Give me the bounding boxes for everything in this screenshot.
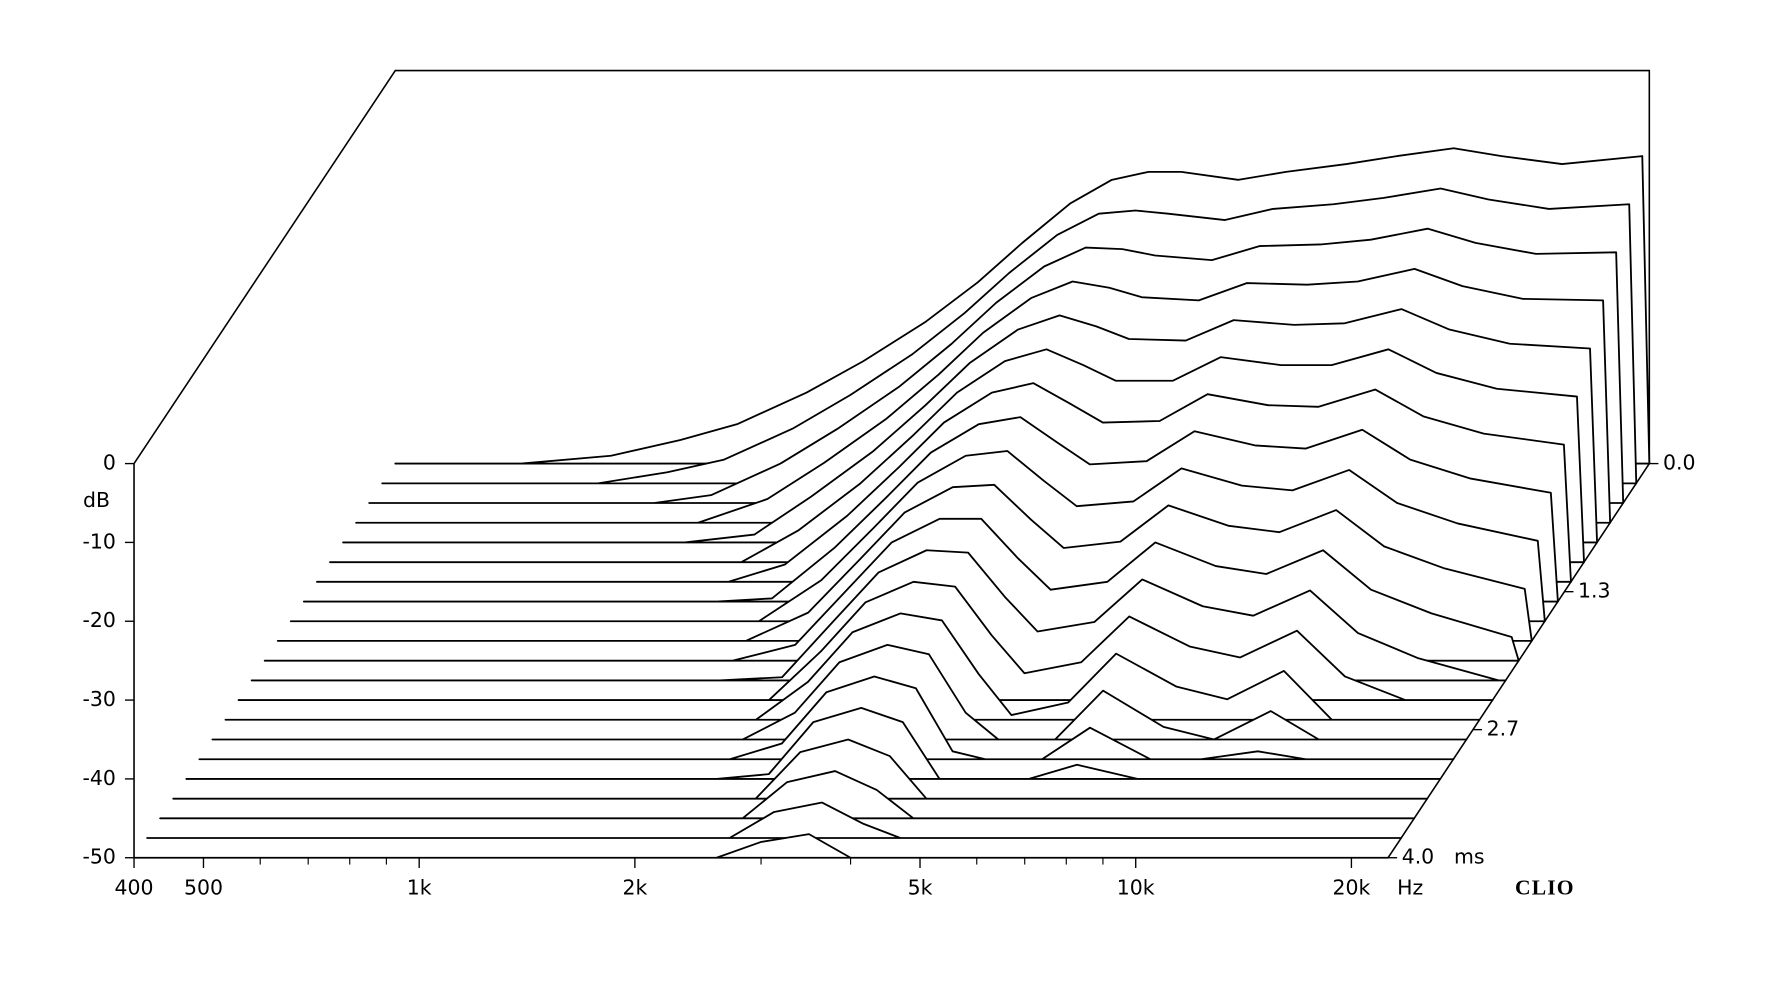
- x-tick-label: 400: [115, 875, 154, 899]
- slice: [146, 801, 1403, 839]
- slice: [185, 707, 1442, 780]
- z-tick-label: 1.3: [1578, 579, 1611, 603]
- z-tick-label: 4.0: [1402, 845, 1435, 869]
- x-tick-label: 2k: [622, 875, 647, 899]
- z-tick-label: 0.0: [1663, 451, 1696, 475]
- y-tick-label: -20: [82, 608, 115, 632]
- x-axis-label: Hz: [1397, 875, 1423, 899]
- y-tick-label: -50: [82, 845, 115, 869]
- slice: [133, 833, 1389, 859]
- y-tick-label: -40: [82, 766, 115, 790]
- x-tick-label: 10k: [1117, 875, 1155, 899]
- watermark: CLIO: [1515, 875, 1575, 899]
- y-tick-label: 0: [103, 451, 116, 475]
- x-tick-label: 5k: [908, 875, 933, 899]
- z-tick-label: 2.7: [1487, 717, 1520, 741]
- z-axis-label: ms: [1454, 845, 1485, 869]
- back-wall: [133, 69, 1651, 465]
- y-axis-label: dB: [83, 488, 110, 512]
- slice: [172, 738, 1429, 800]
- slice: [159, 770, 1416, 820]
- slices: [133, 147, 1651, 859]
- x-tick-label: 1k: [407, 875, 432, 899]
- y-tick-label: -30: [82, 687, 115, 711]
- y-tick-label: -10: [82, 529, 115, 553]
- x-tick-label: 20k: [1332, 875, 1370, 899]
- x-tick-label: 500: [184, 875, 223, 899]
